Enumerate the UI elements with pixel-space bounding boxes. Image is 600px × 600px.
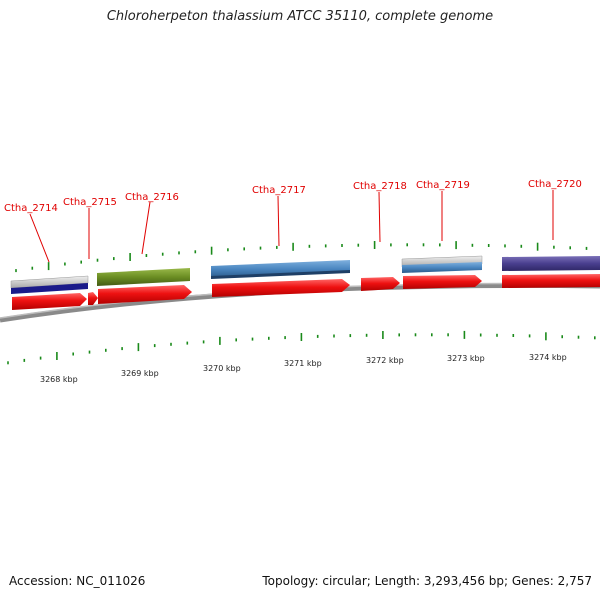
leader-line-ctha-2718	[378, 191, 381, 243]
scale-label-3273: 3273 kbp	[447, 354, 485, 363]
scale-tick-marks	[7, 330, 596, 365]
scale-label-3271: 3271 kbp	[284, 359, 322, 368]
gene-arrow-ctha-2714[interactable]	[12, 293, 87, 310]
gene-label-ctha-2716[interactable]: Ctha_2716	[125, 192, 179, 203]
scale-label-3268: 3268 kbp	[40, 375, 78, 384]
gene-arrow-ctha-2715[interactable]	[88, 292, 98, 305]
gene-label-ctha-2715[interactable]: Ctha_2715	[63, 197, 117, 208]
genome-stats-text: Topology: circular; Length: 3,293,456 bp…	[262, 574, 592, 588]
feature-ctha-2716-green[interactable]	[97, 268, 190, 286]
genome-title: Chloroherpeton thalassium ATCC 35110, co…	[106, 9, 494, 24]
gene-arrow-ctha-2719[interactable]	[403, 275, 482, 289]
gene-label-ctha-2714[interactable]: Ctha_2714	[4, 203, 58, 214]
feature-ctha-2720-purple[interactable]	[502, 256, 600, 271]
feature-ctha-2717-edge	[211, 270, 350, 279]
leader-line-ctha-2717	[277, 195, 280, 247]
feature-ctha-2714-navy[interactable]	[11, 283, 88, 294]
leader-line-ctha-2716	[141, 201, 151, 255]
gene-label-ctha-2718[interactable]: Ctha_2718	[353, 181, 407, 192]
gene-arrow-ctha-2717[interactable]	[212, 279, 350, 297]
gene-label-ctha-2717[interactable]: Ctha_2717	[252, 185, 306, 196]
gene-arrow-ctha-2718[interactable]	[361, 277, 400, 291]
scale-label-3272: 3272 kbp	[366, 356, 404, 365]
feature-ctha-2719-blue[interactable]	[402, 262, 482, 273]
accession-text: Accession: NC_011026	[9, 574, 146, 588]
scale-label-3269: 3269 kbp	[121, 369, 159, 378]
gene-label-ctha-2720[interactable]: Ctha_2720	[528, 179, 582, 190]
leader-line-ctha-2714	[29, 213, 50, 263]
gene-label-ctha-2719[interactable]: Ctha_2719	[416, 180, 470, 191]
upper-tick-marks	[15, 241, 588, 273]
scale-label-3270: 3270 kbp	[203, 364, 241, 373]
gene-arrow-ctha-2716[interactable]	[98, 285, 192, 304]
gene-arrow-ctha-2720[interactable]	[502, 274, 600, 288]
scale-label-3274: 3274 kbp	[529, 353, 567, 362]
